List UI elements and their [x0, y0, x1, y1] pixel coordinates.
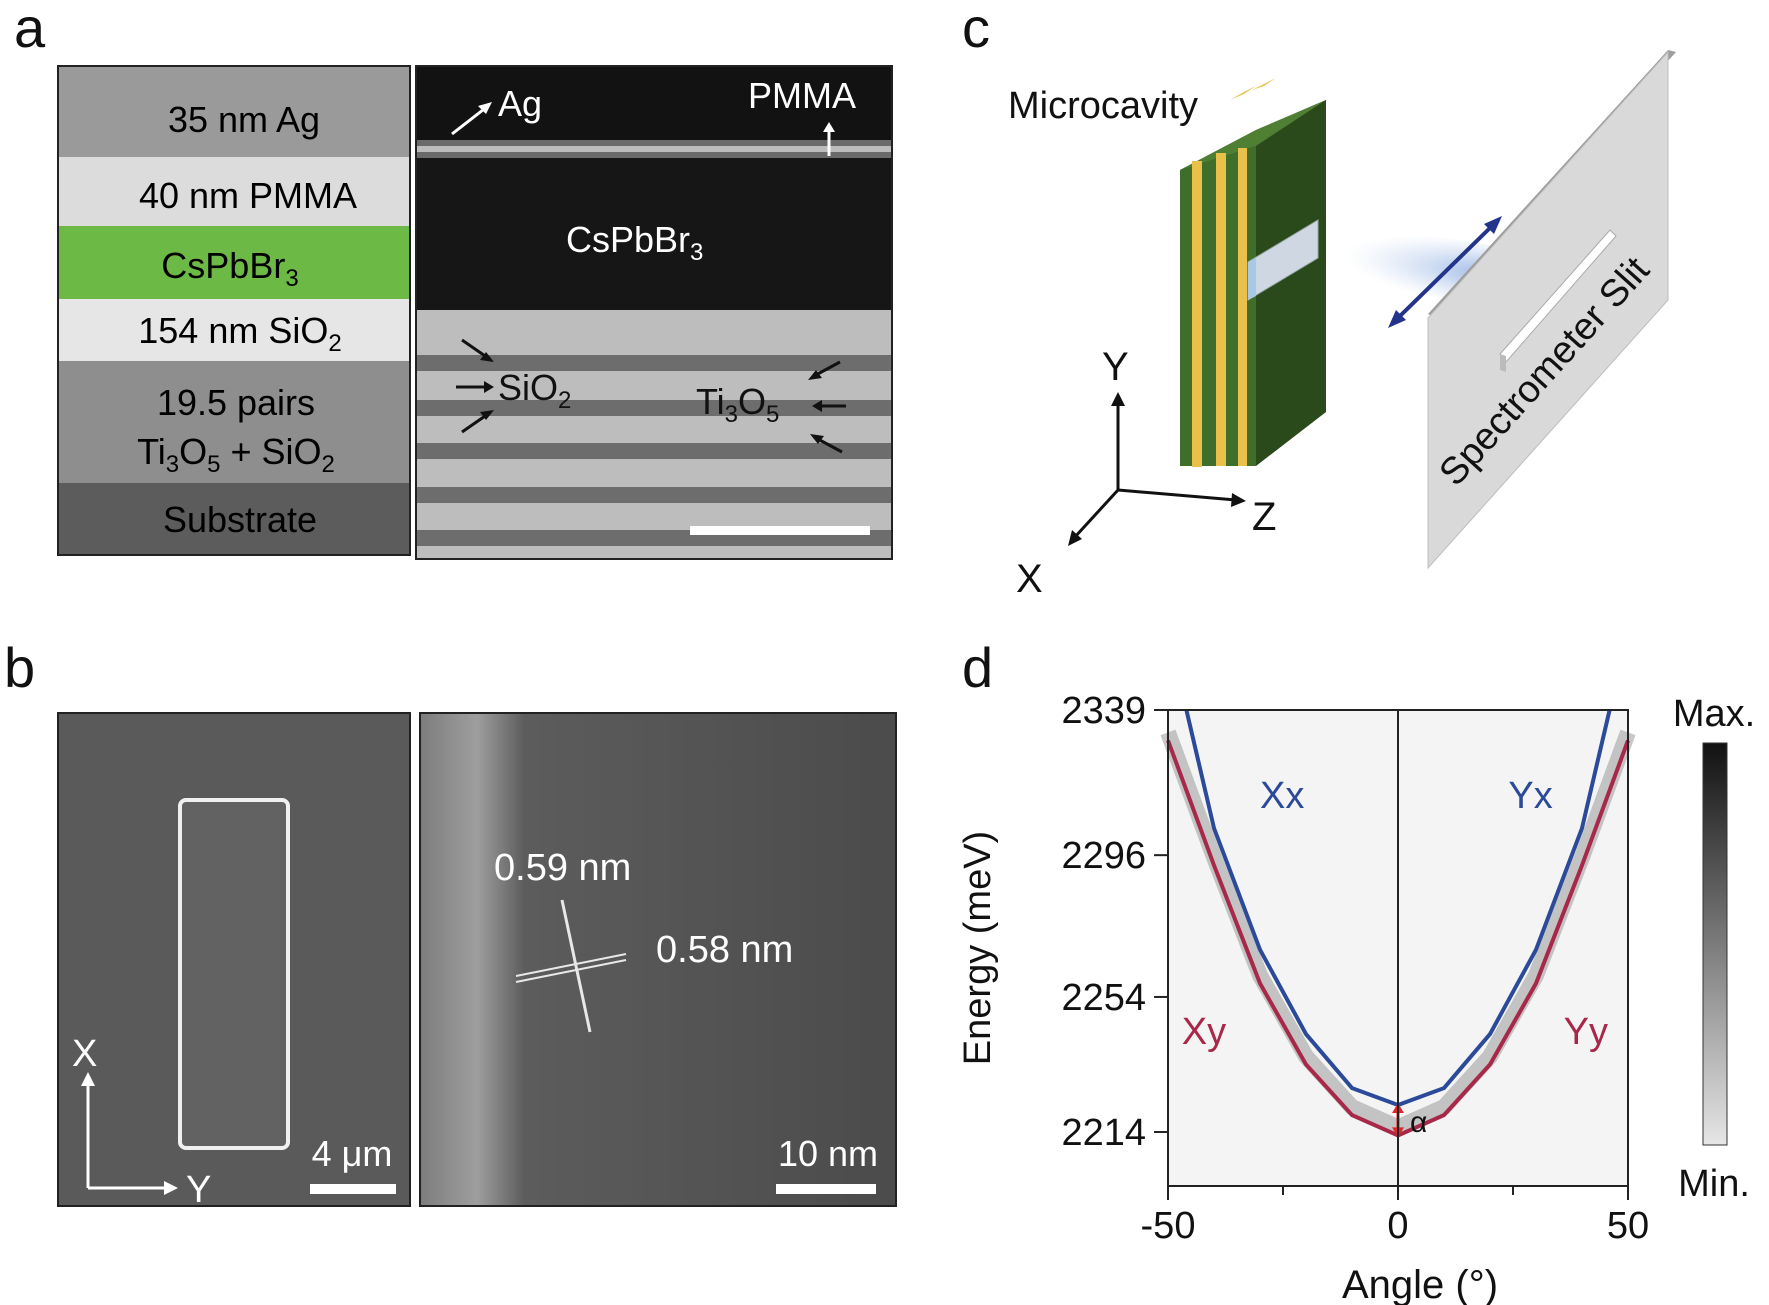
tem-cross-section: Ag PMMA CsPbBr3 SiO2 Ti3O5: [415, 65, 893, 560]
x-axis-title: Angle (°): [1342, 1263, 1498, 1305]
layer-label-substrate: Substrate: [163, 499, 317, 540]
series-label-Yx: Yx: [1508, 775, 1552, 817]
dispersion-chart: Xx Yx Xy Yy α -50 0 50 2214 2254 2296 2339 Energy …: [957, 690, 1755, 1305]
layer-label-dbr-line1: 19.5 pairs: [157, 382, 315, 423]
microcavity-label: Microcavity: [1008, 85, 1198, 127]
y-tick-label: 2214: [1061, 1112, 1146, 1154]
y-tick-label: 2254: [1061, 977, 1146, 1019]
layer-sio2: [58, 299, 410, 361]
series-label-Yy: Yy: [1564, 1011, 1608, 1053]
tem-label-cspbbr3: CsPbBr3: [566, 219, 703, 266]
x-tick-label: -50: [1141, 1205, 1196, 1247]
layer-label-pmma: 40 nm PMMA: [139, 175, 357, 216]
sem-scale-label: 4 μm: [312, 1133, 393, 1174]
layer-cspbbr3: [58, 226, 410, 299]
tem-label-ti3o5: Ti3O5: [696, 381, 779, 428]
hrtem-scale-bar: [776, 1184, 876, 1194]
y-axis-title: Energy (meV): [957, 831, 999, 1065]
setup-axis-x-label: X: [1016, 557, 1043, 601]
layer-dbr: [58, 361, 410, 483]
hrtem-scale-label: 10 nm: [778, 1133, 878, 1174]
sem-axis-y-label: Y: [186, 1169, 211, 1211]
x-tick-label: 0: [1387, 1205, 1408, 1247]
layer-label-sio2: 154 nm SiO2: [138, 310, 341, 357]
microplate-outline: [178, 798, 290, 1150]
tem-scale-bar: [690, 526, 870, 535]
y-tick-label: 2339: [1061, 690, 1146, 732]
layer-label-cspbbr3: CsPbBr3: [161, 245, 298, 292]
tem-label-ag: Ag: [498, 83, 542, 124]
series-label-Xy: Xy: [1182, 1011, 1226, 1053]
setup-axis-z-label: Z: [1252, 495, 1276, 539]
sem-image: X Y 4 μm: [57, 712, 411, 1211]
panel-letter-c: c: [962, 0, 990, 59]
sem-scale-bar: [310, 1184, 396, 1194]
x-tick-label: 50: [1607, 1205, 1649, 1247]
layer-ag: [58, 66, 410, 157]
lattice-spacing-2: 0.58 nm: [656, 929, 793, 971]
layer-substrate: [58, 483, 410, 555]
colorbar-max-label: Max.: [1673, 693, 1755, 735]
panel-letter-d: d: [962, 636, 994, 699]
layer-label-ag: 35 nm Ag: [168, 99, 320, 140]
setup-axis-y-label: Y: [1102, 345, 1129, 389]
colorbar: [1702, 742, 1728, 1146]
sem-axis-x-label: X: [72, 1033, 97, 1075]
tem-label-sio2: SiO2: [498, 367, 571, 414]
layer-stack-diagram: 35 nm Ag 40 nm PMMA CsPbBr3 154 nm SiO2 …: [57, 65, 411, 556]
lattice-spacing-1: 0.59 nm: [494, 847, 631, 889]
colorbar-min-label: Min.: [1678, 1163, 1750, 1205]
layer-pmma: [58, 157, 410, 226]
splitting-label: α: [1410, 1106, 1427, 1139]
panel-letter-a: a: [14, 0, 46, 59]
panel-letter-b: b: [4, 636, 36, 699]
y-tick-label: 2296: [1061, 835, 1146, 877]
hrtem-image: 0.59 nm 0.58 nm 10 nm: [419, 712, 897, 1207]
series-label-Xx: Xx: [1260, 775, 1304, 817]
tem-label-pmma: PMMA: [748, 75, 856, 116]
setup-schematic: Microcavity Spectrometer Slit Y Z X: [1008, 50, 1676, 601]
layer-label-dbr-line2: Ti3O5 + SiO2: [137, 431, 335, 478]
